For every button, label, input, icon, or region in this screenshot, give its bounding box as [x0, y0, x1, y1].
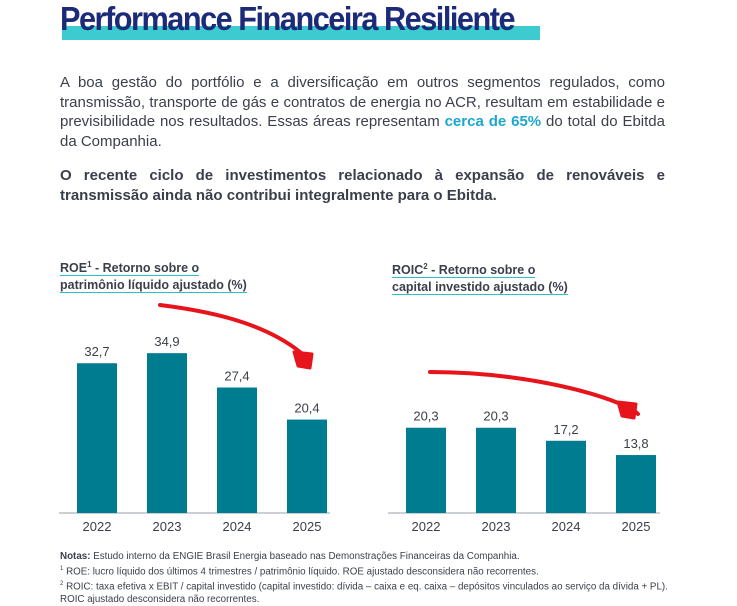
roic-chart-title: ROIC2 - Retorno sobre o capital investid…: [392, 258, 568, 296]
roe-title-sup: 1: [87, 260, 92, 269]
roe-tick-label: 2025: [293, 519, 322, 534]
roe-bar: [287, 419, 327, 513]
intro-text-b: do total do Ebitda da Companhia.: [60, 113, 665, 150]
notes-sup2: 2: [60, 581, 64, 588]
roe-data-label: 34,9: [154, 334, 179, 349]
notes-line1: ROE: lucro líquido dos últimos 4 trimest…: [63, 566, 539, 578]
roic-arrowhead: [616, 400, 638, 420]
roe-data-label: 27,4: [224, 369, 249, 384]
notes-line2: ROIC: taxa efetiva x EBIT / capital inve…: [60, 581, 668, 605]
roe-title-rest: - Retorno sobre o: [91, 261, 200, 276]
roic-bar: [546, 440, 586, 513]
roe-bar: [77, 363, 117, 513]
roic-bar: [476, 427, 516, 513]
roe-chart-title: ROE1 - Retorno sobre o patrimônio líquid…: [60, 256, 247, 294]
roic-tick-label: 2024: [552, 519, 581, 534]
intro-highlight: cerca de 65%: [444, 113, 542, 130]
roe-arrowhead: [292, 350, 314, 370]
notes-sup1: 1: [60, 566, 64, 572]
intro-text-a: A boa gestão do portfólio e a diversific…: [60, 74, 665, 130]
intro-paragraph: A boa gestão do portfólio e a diversific…: [60, 73, 665, 151]
roe-bar: [147, 353, 187, 513]
page-title: Performance Financeira Resiliente: [60, 0, 516, 37]
roic-tick-label: 2023: [482, 519, 511, 534]
roic-title-sup: 2: [423, 262, 428, 271]
roic-trend-arrow: [428, 370, 640, 416]
roe-tick-label: 2022: [83, 519, 112, 534]
notes-label: Notas:: [60, 551, 91, 562]
roe-title-line2: patrimônio líquido ajustado (%): [60, 278, 247, 294]
roic-data-label: 13,8: [623, 436, 648, 451]
roic-data-label: 17,2: [553, 422, 578, 437]
roic-tick-label: 2022: [412, 519, 441, 534]
roic-data-label: 20,3: [483, 409, 508, 424]
roic-data-label: 20,3: [413, 409, 438, 424]
roic-bar: [616, 455, 656, 513]
roe-tick-label: 2024: [223, 519, 252, 534]
roe-bar: [217, 387, 257, 513]
roe-data-label: 32,7: [84, 344, 109, 359]
roic-title-line2: capital investido ajustado (%): [392, 280, 568, 296]
notes-line0: Estudo interno da ENGIE Brasil Energia b…: [90, 551, 520, 562]
title-highlight-bar: [62, 26, 540, 40]
roe-data-label: 20,4: [294, 401, 319, 416]
investment-paragraph: O recente ciclo de investimentos relacio…: [60, 167, 665, 204]
roic-title-rest: - Retorno sobre o: [427, 263, 536, 278]
roic-title-main: ROIC: [392, 263, 424, 278]
roic-tick-label: 2025: [622, 519, 651, 534]
footnotes: Notas: Estudo interno da ENGIE Brasil En…: [60, 551, 670, 606]
roic-bar: [406, 427, 446, 513]
roe-tick-label: 2023: [153, 519, 182, 534]
roe-title-main: ROE: [60, 261, 88, 276]
